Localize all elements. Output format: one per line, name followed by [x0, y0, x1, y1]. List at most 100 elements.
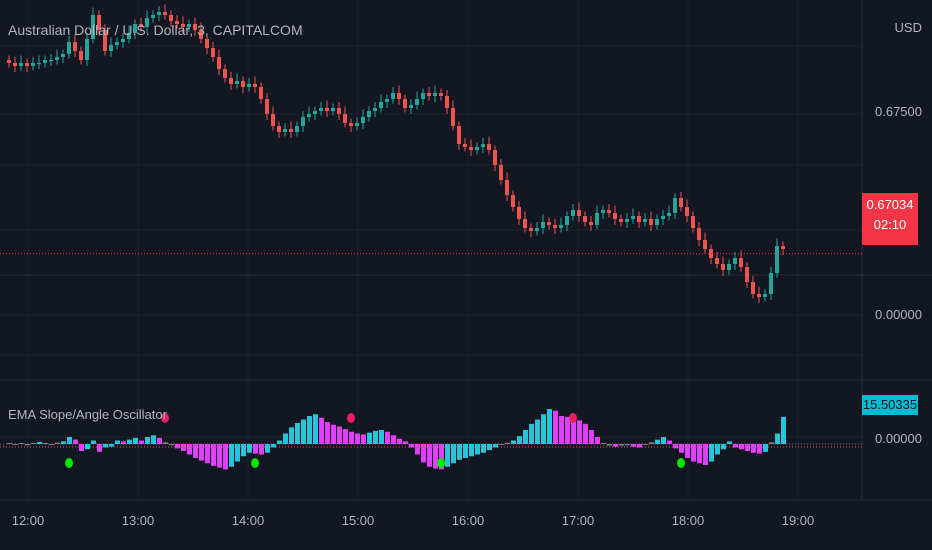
candle-body	[349, 123, 353, 126]
candle-body	[295, 126, 299, 132]
candle-body	[637, 216, 641, 222]
time-label: 16:00	[451, 513, 485, 528]
osc-bar	[703, 444, 708, 465]
indicator-title[interactable]: EMA Slope/Angle Oscillator	[8, 407, 167, 422]
osc-bar	[343, 429, 348, 444]
candle-body	[673, 198, 677, 213]
bull-signal-dot	[65, 458, 73, 468]
candle-body	[439, 93, 443, 96]
candle-body	[505, 180, 509, 195]
candle-body	[385, 99, 389, 102]
osc-bar	[529, 423, 534, 444]
osc-bar	[553, 410, 558, 444]
osc-bar	[709, 444, 714, 462]
osc-bar	[715, 444, 720, 455]
osc-bar	[265, 444, 270, 453]
osc-bar	[7, 443, 12, 444]
candle-body	[733, 258, 737, 264]
osc-bar	[499, 444, 504, 445]
osc-bar	[313, 414, 318, 444]
osc-bar	[79, 444, 84, 451]
osc-bar	[73, 439, 78, 444]
candle-body	[205, 39, 209, 48]
osc-bar	[775, 433, 780, 444]
osc-bar	[283, 433, 288, 444]
candle-body	[277, 126, 281, 132]
osc-bar	[547, 409, 552, 444]
osc-bar	[649, 442, 654, 444]
osc-bar	[745, 444, 750, 451]
osc-bar	[595, 437, 600, 444]
osc-bar	[727, 441, 732, 444]
time-label: 18:00	[671, 513, 705, 528]
symbol-title[interactable]: Australian Dollar / U.S. Dollar, 3, CAPI…	[8, 22, 303, 38]
candle-body	[307, 114, 311, 117]
osc-bar	[133, 437, 138, 444]
candle-body	[529, 228, 533, 231]
osc-bar	[349, 431, 354, 444]
osc-bar	[577, 420, 582, 444]
osc-bar	[163, 442, 168, 444]
osc-bar	[271, 444, 276, 448]
candle-body	[415, 99, 419, 105]
candle-body	[619, 219, 623, 222]
candle-body	[103, 30, 107, 51]
candle-body	[181, 24, 185, 27]
candle-body	[463, 144, 467, 147]
candle-body	[475, 147, 479, 150]
candle-body	[553, 225, 557, 228]
osc-bar	[643, 444, 648, 445]
candle-body	[739, 258, 743, 267]
osc-bar	[445, 444, 450, 467]
candle-body	[199, 30, 203, 39]
time-label: 17:00	[561, 513, 595, 528]
osc-bar	[475, 444, 480, 455]
candle-body	[631, 216, 635, 219]
osc-bar	[613, 444, 618, 447]
candle-body	[565, 216, 569, 225]
candle-body	[481, 144, 485, 147]
candle-body	[721, 264, 725, 270]
candle-body	[601, 210, 605, 213]
candle-body	[73, 42, 77, 51]
candle-body	[703, 240, 707, 249]
candle-body	[685, 207, 689, 216]
last-price-tag: 0.67034 02:10	[862, 193, 918, 245]
candle-body	[91, 15, 95, 39]
candle-body	[55, 57, 59, 60]
candle-body	[319, 108, 323, 111]
candle-body	[457, 126, 461, 144]
osc-bar	[61, 441, 66, 444]
osc-bar	[781, 416, 786, 444]
osc-bar	[187, 444, 192, 455]
osc-bar	[193, 444, 198, 458]
countdown-timer: 02:10	[873, 217, 907, 232]
osc-bar	[397, 438, 402, 444]
candle-body	[271, 114, 275, 126]
osc-bar	[409, 444, 414, 448]
candle-body	[25, 63, 29, 66]
candle-body	[31, 63, 35, 66]
candle-body	[469, 147, 473, 150]
candle-body	[625, 219, 629, 222]
candle-body	[115, 42, 119, 45]
candle-body	[691, 216, 695, 228]
candle-body	[727, 264, 731, 270]
candle-body	[379, 102, 383, 108]
osc-bar	[655, 439, 660, 444]
osc-bar	[697, 444, 702, 464]
candle-body	[655, 219, 659, 225]
osc-bar	[421, 444, 426, 463]
candle-body	[745, 267, 749, 282]
candle-body	[127, 33, 131, 39]
indicator-zero-label: 0.00000	[875, 431, 922, 446]
candle-body	[397, 93, 401, 99]
osc-bar	[463, 444, 468, 458]
osc-bar	[277, 440, 282, 444]
osc-bar	[535, 419, 540, 444]
time-label: 15:00	[341, 513, 375, 528]
candle-body	[61, 54, 65, 57]
osc-bar	[139, 440, 144, 444]
